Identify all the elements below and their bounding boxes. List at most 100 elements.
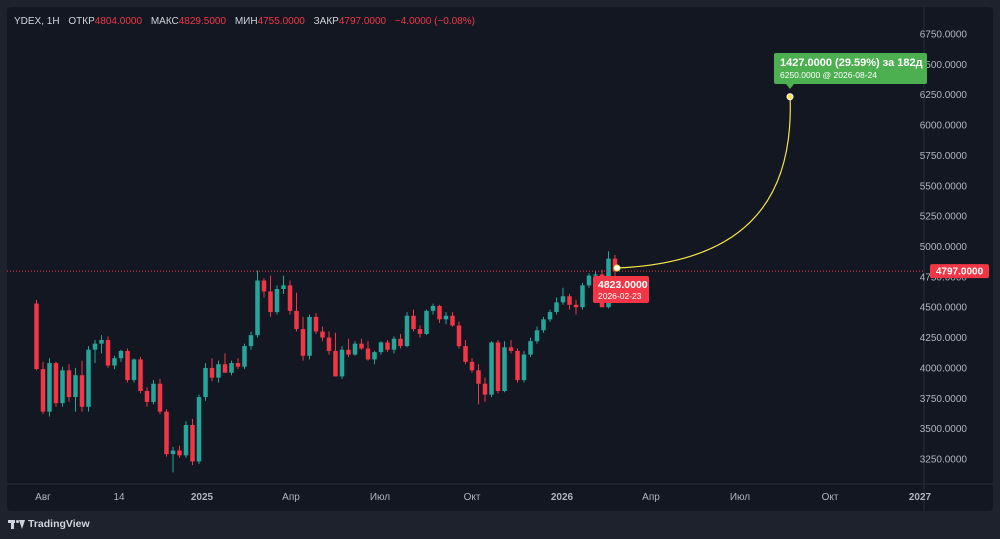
- projection-start-price: 4823.0000: [598, 279, 648, 291]
- candle-body: [242, 346, 247, 367]
- candle-body: [222, 364, 228, 373]
- candle-body: [521, 354, 527, 381]
- candle-body: [346, 349, 351, 355]
- candle-body: [112, 358, 117, 366]
- candle-body: [60, 370, 65, 404]
- brand-name: TradingView: [28, 518, 90, 530]
- candle-body: [281, 285, 286, 289]
- candle-body: [157, 383, 163, 412]
- candle-body: [482, 383, 488, 395]
- high-value: 4829.5000: [178, 16, 227, 27]
- candle-body: [547, 312, 553, 320]
- candle-body: [300, 329, 306, 356]
- candle-body: [203, 367, 208, 398]
- price-tick-label: 4250.0000: [920, 333, 968, 344]
- candle-body: [437, 306, 442, 320]
- projection-end-handle: [786, 93, 794, 101]
- candle-body: [359, 343, 364, 349]
- candle-body: [567, 296, 572, 305]
- candle-body: [125, 350, 130, 381]
- candle-body: [177, 450, 182, 456]
- candle-body: [131, 359, 137, 381]
- candle-body: [151, 383, 156, 402]
- time-tick-label: 2025: [191, 492, 214, 503]
- close-label: ЗАКР: [313, 16, 339, 27]
- price-tick-label: 6750.0000: [920, 30, 968, 41]
- open-label: ОТКР: [68, 16, 95, 27]
- candle-body: [294, 310, 299, 330]
- candle-body: [216, 364, 221, 378]
- ohlc-legend: YDEX, 1Н ОТКР4804.0000 МАКС4829.5000 МИН…: [14, 16, 475, 27]
- candle-body: [40, 369, 46, 412]
- candle-body: [261, 280, 267, 292]
- candle-body: [105, 340, 111, 366]
- candle-body: [515, 350, 520, 381]
- candle-body: [534, 330, 540, 342]
- candle-body: [333, 350, 338, 377]
- open-value: 4804.0000: [94, 16, 143, 27]
- candle-body: [209, 367, 215, 378]
- close-value: 4797.0000: [338, 16, 387, 27]
- price-tick-label: 5250.0000: [920, 212, 968, 223]
- price-tick-label: 6250.0000: [920, 90, 968, 101]
- candle-body: [196, 397, 202, 462]
- projection-start-handle: [613, 264, 621, 272]
- low-value: 4755.0000: [257, 16, 305, 27]
- price-tick-label: 4000.0000: [920, 363, 968, 374]
- candle-body: [508, 347, 514, 351]
- candle-body: [34, 303, 39, 370]
- candle-body: [443, 315, 449, 320]
- candle-body: [144, 391, 150, 402]
- candle-body: [79, 375, 85, 407]
- candle-body: [307, 316, 312, 356]
- candle-body: [528, 341, 533, 355]
- candle-body: [183, 425, 189, 456]
- symbol-label[interactable]: YDEX, 1Н: [14, 16, 60, 27]
- footer-brand[interactable]: TradingView: [8, 516, 90, 532]
- time-tick-label: Авг: [35, 492, 51, 503]
- time-tick-label: Апр: [642, 492, 660, 503]
- price-chart[interactable]: 3250.0000 3500.0000 3750.0000 4000.0000 4250…: [7, 7, 993, 511]
- candle-body: [53, 363, 59, 404]
- candle-body: [495, 342, 501, 391]
- candle-body: [469, 361, 475, 371]
- candle-body: [268, 291, 273, 313]
- candle-body: [378, 342, 384, 353]
- price-tick-label: 3750.0000: [920, 394, 968, 405]
- candle-body: [560, 296, 566, 303]
- price-tick-label: 5500.0000: [920, 181, 968, 192]
- time-tick-label: Июл: [730, 492, 750, 503]
- candle-body: [586, 275, 592, 286]
- candle-body: [190, 425, 195, 462]
- time-tick-label: Окт: [822, 492, 839, 503]
- high-label: МАКС: [150, 16, 179, 27]
- chart-panel[interactable]: 3250.0000 3500.0000 3750.0000 4000.0000 4250…: [7, 7, 993, 511]
- candle-body: [476, 370, 481, 384]
- candle-body: [593, 274, 598, 276]
- candle-body: [73, 375, 78, 398]
- candle-body: [274, 289, 280, 313]
- candles-layer: [34, 251, 618, 473]
- candle-body: [86, 349, 91, 407]
- candle-body: [313, 316, 319, 332]
- candle-body: [365, 348, 371, 360]
- candle-body: [573, 304, 579, 308]
- time-tick-label: Окт: [464, 492, 481, 503]
- price-tick-label: 6500.0000: [920, 60, 968, 71]
- candle-body: [398, 338, 403, 347]
- candle-body: [66, 370, 72, 398]
- candle-body: [430, 306, 436, 311]
- candle-body: [164, 411, 169, 455]
- candle-body: [99, 340, 104, 344]
- candle-body: [320, 331, 325, 338]
- candle-body: [417, 329, 423, 334]
- candle-body: [554, 302, 559, 313]
- candle-body: [339, 349, 345, 377]
- time-tick-label: 2026: [551, 492, 574, 503]
- candle-body: [255, 280, 260, 336]
- candle-body: [385, 342, 390, 350]
- candle-body: [456, 325, 462, 347]
